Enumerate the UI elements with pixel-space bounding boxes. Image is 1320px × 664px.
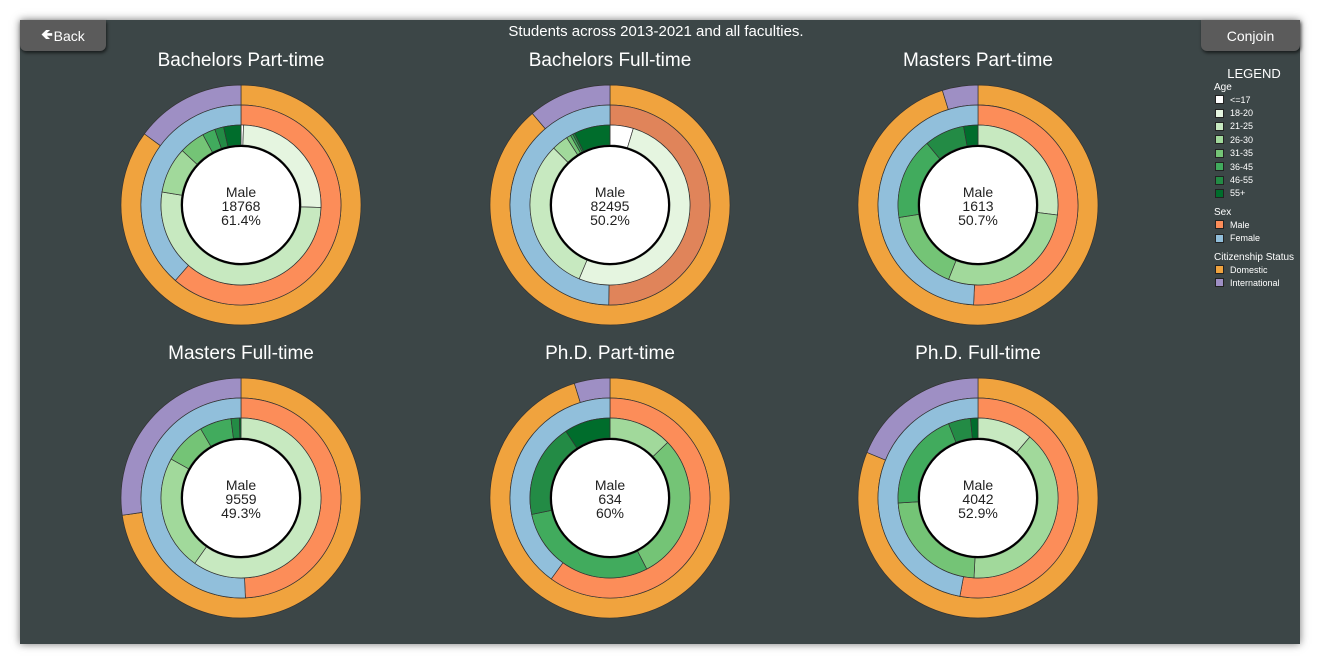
- center-percent: 49.3%: [221, 505, 261, 521]
- legend-citizenship-title: Citizenship Status: [1214, 251, 1295, 263]
- center-count: 82495: [591, 198, 630, 214]
- center-label: Male: [226, 184, 257, 200]
- center-count: 18768: [222, 198, 261, 214]
- legend-label: Domestic: [1230, 264, 1268, 275]
- charts-area: Male1876861.4%Male8249550.2%Male161350.7…: [120, 84, 1099, 619]
- legend-item-31-35: 31-35: [1214, 147, 1304, 160]
- legend-age-title: Age: [1214, 82, 1232, 93]
- legend-item-55-: 55+: [1214, 187, 1304, 200]
- legend-label: International: [1230, 277, 1280, 288]
- legend-swatch: [1215, 108, 1224, 118]
- center-circle: [550, 438, 670, 558]
- slice-age-55-[interactable]: [239, 417, 242, 439]
- legend-item-female: Female: [1214, 232, 1304, 245]
- center-percent: 50.7%: [958, 212, 998, 228]
- chart-title: Masters Part-time: [903, 50, 1053, 71]
- legend-item--17: <=17: [1214, 93, 1304, 106]
- legend-swatch: [1215, 278, 1224, 288]
- conjoin-button[interactable]: Conjoin: [1201, 20, 1300, 51]
- legend-swatch: [1215, 188, 1224, 198]
- chart-title: Ph.D. Full-time: [915, 343, 1041, 364]
- page-title: Students across 2013-2021 and all facult…: [508, 23, 804, 40]
- legend-label: 26-30: [1230, 134, 1254, 145]
- legend-item-21-25: 21-25: [1214, 120, 1304, 133]
- legend-swatch: [1215, 265, 1224, 275]
- legend-label: <=17: [1230, 94, 1251, 105]
- center-circle: [181, 438, 301, 558]
- legend-item-36-45: 36-45: [1214, 160, 1304, 173]
- center-label: Male: [226, 477, 257, 493]
- arrow-left-icon: 🡸: [41, 25, 53, 42]
- chart-title: Bachelors Part-time: [157, 50, 325, 71]
- legend-label: 21-25: [1230, 121, 1254, 132]
- legend-swatch: [1215, 135, 1224, 145]
- center-circle: [550, 145, 670, 265]
- legend-swatch: [1215, 233, 1224, 243]
- legend-sex-title: Sex: [1214, 207, 1232, 219]
- center-circle: [181, 145, 301, 265]
- legend-item-domestic: Domestic: [1214, 263, 1304, 276]
- center-percent: 50.2%: [590, 212, 630, 228]
- legend-swatch: [1215, 148, 1224, 158]
- back-button[interactable]: 🡸 Back: [20, 20, 106, 51]
- center-percent: 60%: [596, 505, 624, 521]
- center-label: Male: [963, 477, 994, 493]
- legend-item-26-30: 26-30: [1214, 133, 1304, 146]
- legend-label: 46-55: [1230, 175, 1254, 186]
- center-count: 634: [598, 491, 622, 507]
- legend-item-46-55: 46-55: [1214, 173, 1304, 186]
- center-circle: [918, 145, 1038, 265]
- chart-title: Ph.D. Part-time: [545, 343, 675, 364]
- center-label: Male: [963, 184, 994, 200]
- legend-label: 18-20: [1230, 108, 1254, 119]
- legend-swatch: [1215, 121, 1224, 131]
- chart-title: Bachelors Full-time: [528, 50, 692, 71]
- center-count: 4042: [962, 491, 993, 507]
- dashboard-panel: 🡸 Back Students across 2013-2021 and all…: [20, 20, 1300, 644]
- legend-label: Male: [1230, 219, 1250, 230]
- center-count: 1613: [962, 198, 993, 214]
- legend-item-18-20: 18-20: [1214, 106, 1304, 119]
- center-percent: 52.9%: [958, 505, 998, 521]
- legend-label: 55+: [1230, 188, 1246, 199]
- back-label: Back: [53, 27, 85, 44]
- legend-label: 31-35: [1230, 148, 1254, 159]
- legend: LEGEND Age <=17 18-20 21-25 26-30 31-35 36-45…: [1214, 66, 1304, 290]
- legend-swatch: [1215, 175, 1224, 185]
- center-percent: 61.4%: [221, 212, 261, 228]
- center-count: 9559: [225, 491, 256, 507]
- center-label: Male: [595, 477, 626, 493]
- legend-swatch: [1215, 162, 1224, 172]
- chart-title: Masters Full-time: [168, 343, 314, 364]
- center-label: Male: [595, 184, 626, 200]
- center-circle: [918, 438, 1038, 558]
- legend-swatch: [1215, 220, 1224, 230]
- legend-label: 36-45: [1230, 161, 1254, 172]
- legend-title: LEGEND: [1227, 66, 1281, 81]
- legend-item-international: International: [1214, 276, 1304, 289]
- legend-label: Female: [1230, 233, 1261, 244]
- legend-item-male: Male: [1214, 218, 1304, 231]
- legend-swatch: [1215, 95, 1224, 105]
